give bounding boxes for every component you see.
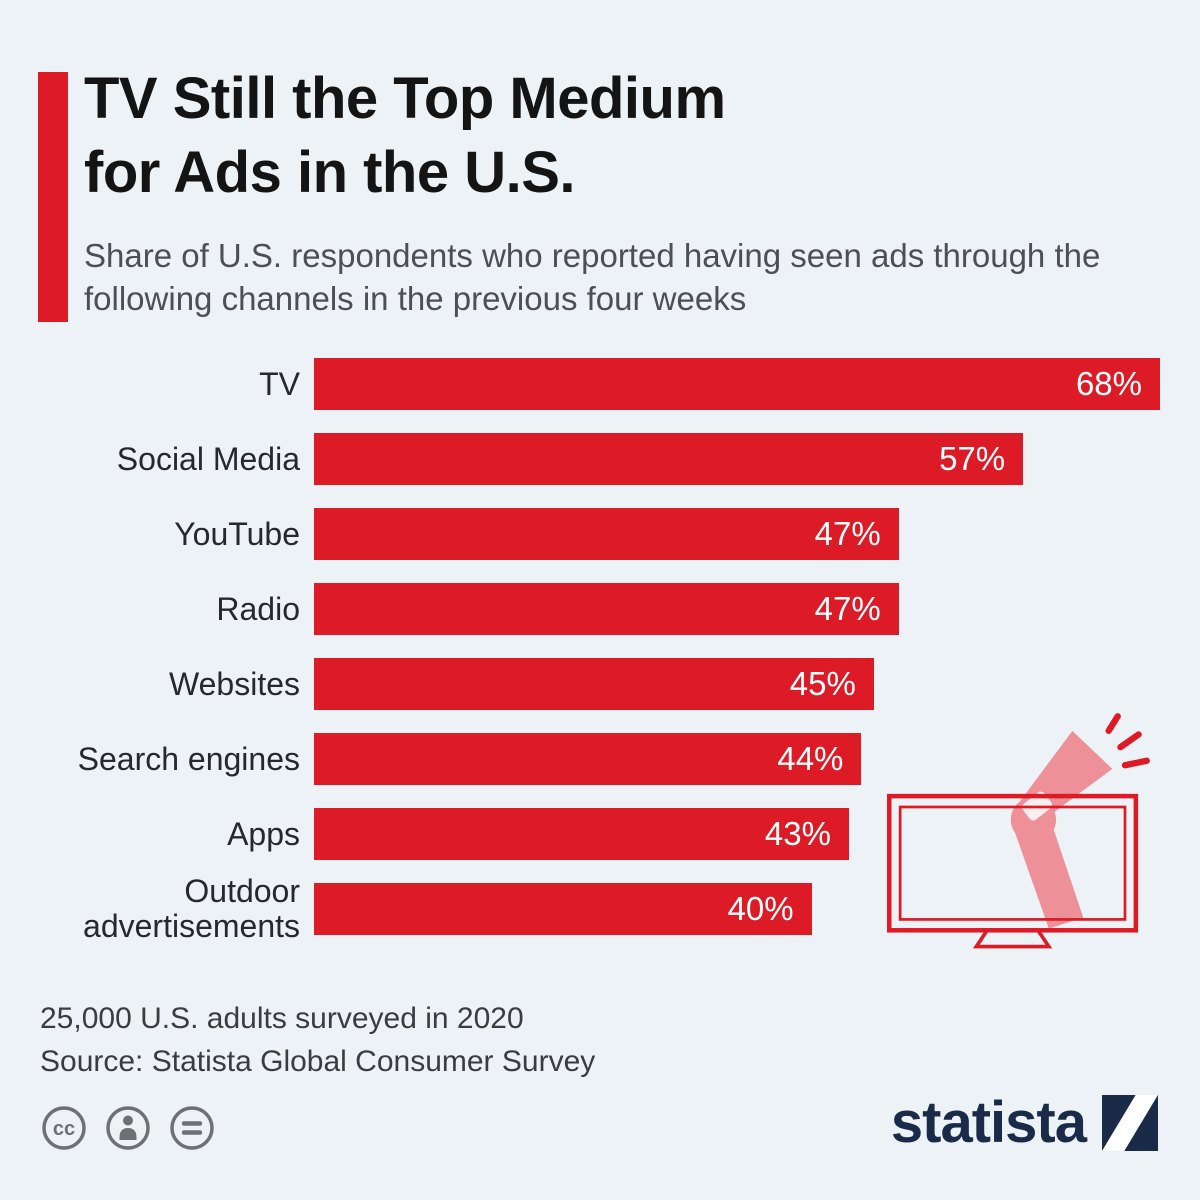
statista-brand[interactable]: statista <box>891 1089 1158 1156</box>
statista-logo-text: statista <box>890 1090 1087 1155</box>
bar-track: 44% <box>314 733 1160 785</box>
bar-row: TV 68% <box>40 358 1160 410</box>
page-title: TV Still the Top Medium for Ads in the U… <box>84 62 726 210</box>
bar-category-label: TV <box>259 365 300 402</box>
cc-icon[interactable]: cc <box>40 1104 88 1152</box>
bar-row: Social Media 57% <box>40 433 1160 485</box>
bar: 68% <box>314 358 1160 410</box>
bar-category-label: Apps <box>227 815 300 852</box>
bar-track: 40% <box>314 883 1160 935</box>
bar-track: 45% <box>314 658 1160 710</box>
bar-row: Websites 45% <box>40 658 1160 710</box>
bar-value-label: 47% <box>814 515 881 552</box>
bar-track: 57% <box>314 433 1160 485</box>
title-line-1: TV Still the Top Medium <box>84 66 726 131</box>
bar-category-label: Social Media <box>116 440 300 477</box>
statista-logo-icon <box>1102 1094 1158 1151</box>
bar-category-label: Radio <box>216 590 300 627</box>
bar-category-label: Search engines <box>77 740 300 777</box>
attribution-icon[interactable] <box>104 1104 152 1152</box>
tv-megaphone-illustration <box>882 700 1154 972</box>
title-line-2: for Ads in the U.S. <box>84 140 576 206</box>
bar: 57% <box>314 433 1024 485</box>
bar-track: 47% <box>314 508 1160 560</box>
bar: 44% <box>314 733 862 785</box>
bar: 43% <box>314 808 849 860</box>
sample-note: 25,000 U.S. adults surveyed in 2020 <box>40 1002 524 1035</box>
bar-track: 47% <box>314 583 1160 635</box>
bar: 47% <box>314 583 899 635</box>
bar-value-label: 40% <box>727 890 794 927</box>
bar: 47% <box>314 508 899 560</box>
bar-value-label: 68% <box>1075 365 1142 402</box>
bar-track: 68% <box>314 358 1160 410</box>
bar-chart: TV 68% Social Media 57% YouTube 47% <box>40 358 1160 958</box>
page-subtitle: Share of U.S. respondents who reported h… <box>84 237 1101 317</box>
bar-row: Outdoor advertisements 40% <box>40 874 1160 943</box>
bar-row: Radio 47% <box>40 583 1160 635</box>
source-note: Source: Statista Global Consumer Survey <box>40 1044 596 1078</box>
equals-icon[interactable] <box>168 1104 216 1152</box>
bar-track: 43% <box>314 808 1160 860</box>
bar-value-label: 47% <box>814 590 881 627</box>
bar-value-label: 45% <box>789 665 856 702</box>
bar-row: YouTube 47% <box>40 508 1160 560</box>
bar-value-label: 43% <box>764 815 831 852</box>
bar-row: Search engines 44% <box>40 733 1160 785</box>
bar-category-label: YouTube <box>174 515 300 552</box>
footer-notes: 25,000 U.S. adults surveyed in 2020 Sour… <box>40 998 595 1083</box>
bar-row: Apps 43% <box>40 808 1160 860</box>
bar-value-label: 44% <box>777 740 844 777</box>
license-icons: cc <box>40 1104 216 1152</box>
title-accent-bar <box>38 72 68 322</box>
tv-megaphone-icon <box>886 713 1150 949</box>
bar: 45% <box>314 658 874 710</box>
svg-text:cc: cc <box>53 1118 75 1140</box>
bar: 40% <box>314 883 812 935</box>
bar-value-label: 57% <box>939 440 1006 477</box>
bar-category-label: Outdoor advertisements <box>83 873 300 944</box>
bar-category-label: Websites <box>168 665 300 702</box>
